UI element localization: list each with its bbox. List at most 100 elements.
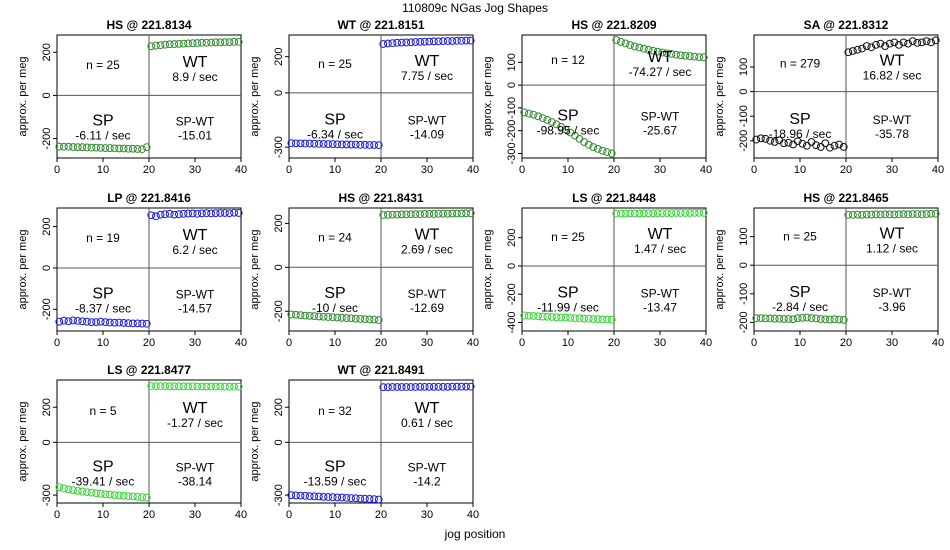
sp-label: SP <box>92 113 113 130</box>
spwt-value: -14.09 <box>410 127 444 141</box>
x-tick-label: 20 <box>840 164 852 176</box>
wt-point <box>663 209 671 217</box>
sp-point <box>106 144 114 152</box>
sp-point <box>374 495 383 504</box>
wt-point <box>434 37 443 46</box>
y-tick-label: 0 <box>273 90 285 96</box>
sp-point <box>757 314 765 323</box>
x-tick-label: 40 <box>932 164 944 176</box>
sp-point <box>793 314 802 323</box>
wt-point <box>885 39 894 48</box>
wt-point <box>193 382 202 391</box>
sp-point <box>798 313 807 322</box>
wt-point <box>161 210 170 219</box>
sp-point <box>315 312 323 321</box>
sp-point <box>87 488 96 497</box>
sp-point <box>305 492 314 501</box>
sp-point <box>287 491 296 499</box>
wt-point <box>430 210 438 218</box>
panel-title: LP @ 221.8416 <box>107 191 191 205</box>
sp-point <box>361 315 369 324</box>
x-tick-label: 40 <box>700 337 712 349</box>
panel-title: LS @ 221.8477 <box>107 363 191 377</box>
wt-point <box>466 36 475 45</box>
wt-point <box>388 383 397 391</box>
spwt-value: -14.57 <box>178 301 212 315</box>
sp-point <box>370 495 379 504</box>
sp-label: SP <box>557 284 578 301</box>
wt-point <box>690 208 699 217</box>
y-tick-label: 200 <box>273 398 285 416</box>
wt-point <box>416 210 425 219</box>
sp-point <box>133 492 142 501</box>
sp-point <box>580 314 588 323</box>
wt-point <box>147 211 156 220</box>
sp-point <box>333 140 342 149</box>
wt-point <box>885 210 894 219</box>
wt-point <box>179 209 188 218</box>
wt-label: WT <box>183 54 208 71</box>
wt-point <box>695 208 703 217</box>
sp-point <box>101 318 110 327</box>
sp-point <box>110 144 119 153</box>
sp-label: SP <box>324 285 345 302</box>
wt-rate: -74.27 / sec <box>629 65 692 79</box>
sp-point <box>374 141 383 150</box>
y-axis-label: approx. per meg <box>17 56 29 136</box>
sample-count: n = 279 <box>780 56 821 70</box>
sp-point <box>342 140 351 149</box>
wt-point <box>207 382 216 391</box>
wt-point <box>653 47 662 56</box>
wt-point <box>626 41 634 49</box>
x-tick-label: 20 <box>608 337 620 349</box>
x-tick-label: 20 <box>143 509 155 521</box>
wt-point <box>420 37 429 46</box>
sp-point <box>548 118 556 126</box>
sp-point <box>835 315 843 324</box>
spwt-label: SP-WT <box>408 113 447 127</box>
panel-3: HS @ 221.8209 0 10 20 30 40 -300-200-100 0 100 ap… <box>482 18 712 176</box>
wt-point <box>931 209 940 218</box>
x-tick-label: 10 <box>794 337 806 349</box>
wt-point <box>397 383 406 391</box>
sp-label: SP <box>557 108 578 125</box>
sp-rate: -11.99 / sec <box>537 300 599 314</box>
wt-label: WT <box>648 226 673 243</box>
sp-point <box>780 315 788 323</box>
wt-label: WT <box>880 226 905 243</box>
sp-point <box>534 112 542 121</box>
sp-point <box>557 313 565 322</box>
sp-point <box>603 315 611 324</box>
spwt-label: SP-WT <box>641 286 680 300</box>
wt-point <box>617 37 625 46</box>
sample-count: n = 25 <box>783 230 817 244</box>
wt-rate: 1.47 / sec <box>634 242 686 256</box>
wt-rate: 2.69 / sec <box>401 243 453 257</box>
wt-point <box>402 38 411 47</box>
wt-point <box>621 209 630 218</box>
sp-point <box>78 317 87 326</box>
x-tick-label: 40 <box>467 164 479 176</box>
y-axis-label: approx. per meg <box>714 56 726 136</box>
wt-point <box>156 210 165 219</box>
x-tick-label: 40 <box>235 337 247 349</box>
x-tick-label: 10 <box>97 164 109 176</box>
wt-point <box>908 210 917 218</box>
wt-point <box>211 38 220 47</box>
y-tick-label: -300 <box>273 136 285 158</box>
sp-point <box>374 316 383 324</box>
sp-point <box>129 144 137 153</box>
sp-point <box>520 108 529 117</box>
sp-point <box>115 491 123 500</box>
wt-point <box>853 45 862 54</box>
sp-point <box>64 317 73 326</box>
wt-point <box>922 210 931 218</box>
sample-count: n = 12 <box>551 53 585 67</box>
sp-point <box>78 487 87 496</box>
wt-point <box>179 39 188 48</box>
wt-point <box>853 210 862 219</box>
sp-label: SP <box>789 111 810 128</box>
